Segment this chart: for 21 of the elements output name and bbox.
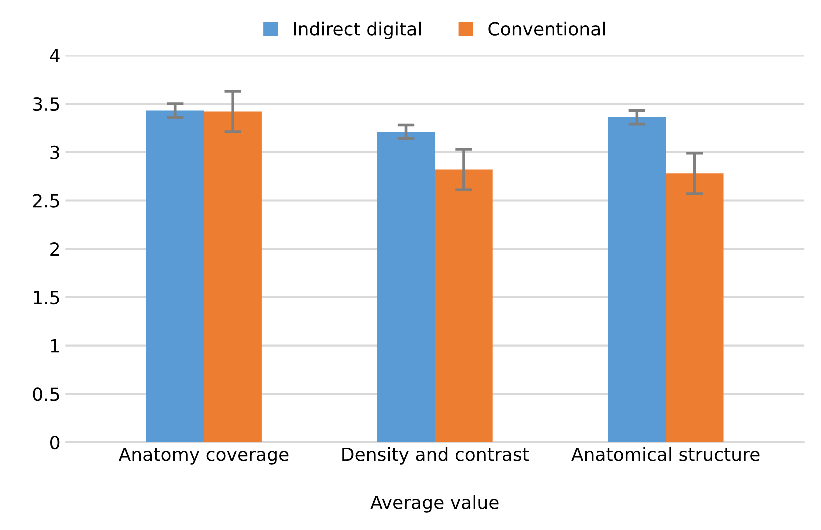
bar [377, 132, 436, 443]
bar [608, 118, 666, 443]
y-tick-label: 4 [50, 49, 60, 63]
y-tick-label: 0.5 [33, 388, 60, 402]
y-tick-label: 1 [51, 340, 60, 353]
y-tick-label: 0 [50, 436, 60, 450]
x-tick-label: Anatomy coverage [118, 448, 289, 465]
y-tick-label: 1.5 [34, 291, 60, 305]
y-tick-label: 2 [50, 242, 60, 256]
bar [204, 112, 262, 443]
bar [146, 110, 204, 443]
legend-label: Indirect digital [294, 22, 421, 40]
bar [666, 174, 724, 443]
y-tick-label: 2.5 [33, 194, 60, 208]
legend-label: Conventional [488, 22, 605, 36]
bar [435, 170, 493, 443]
x-tick-label: Anatomical structure [572, 447, 760, 462]
y-tick-label: 3 [50, 146, 60, 160]
x-tick-label: Density and contrast [342, 447, 529, 465]
y-tick-label: 3.5 [33, 97, 60, 112]
x-axis-title: Average value [370, 495, 499, 513]
